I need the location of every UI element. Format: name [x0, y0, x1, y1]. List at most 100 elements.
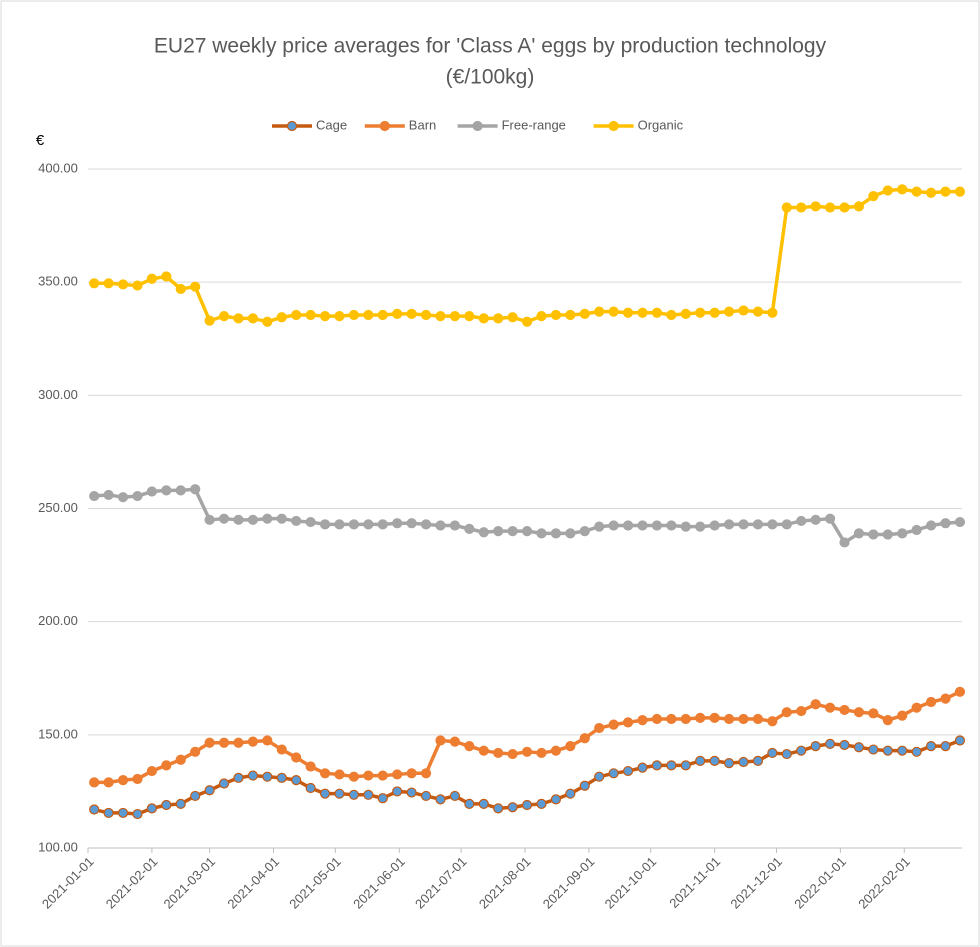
- data-point: [132, 280, 143, 291]
- legend-label: Barn: [409, 117, 436, 132]
- data-point: [175, 283, 186, 295]
- data-point: [925, 520, 937, 531]
- data-point: [579, 733, 590, 744]
- data-point: [550, 309, 562, 321]
- data-point: [406, 787, 417, 798]
- data-point: [348, 789, 360, 800]
- data-point: [233, 313, 244, 324]
- data-point: [204, 737, 215, 748]
- data-point: [103, 489, 114, 501]
- data-point: [146, 803, 158, 814]
- data-point: [507, 312, 518, 323]
- data-point: [334, 311, 345, 322]
- data-point: [464, 523, 475, 534]
- legend-marker: [608, 120, 619, 132]
- data-point: [377, 770, 388, 781]
- data-point: [190, 790, 201, 802]
- data-point: [550, 528, 562, 539]
- data-point: [680, 713, 691, 725]
- data-point: [536, 798, 547, 809]
- data-point: [651, 520, 663, 531]
- data-point: [291, 752, 302, 763]
- data-point: [132, 773, 143, 785]
- data-point: [954, 735, 966, 746]
- data-point: [666, 713, 677, 725]
- data-point: [218, 513, 230, 524]
- data-point: [493, 803, 504, 814]
- data-point: [262, 735, 273, 746]
- data-point: [305, 516, 316, 528]
- data-point: [738, 305, 749, 316]
- data-point: [608, 768, 619, 779]
- data-point: [464, 741, 475, 752]
- data-point: [810, 514, 821, 525]
- data-point: [247, 313, 259, 324]
- data-point: [435, 735, 446, 746]
- data-point: [449, 736, 461, 747]
- data-point: [752, 519, 764, 530]
- data-point: [810, 741, 821, 752]
- data-point: [435, 311, 446, 322]
- y-axis-label: €: [36, 132, 45, 149]
- data-point: [781, 519, 792, 530]
- data-point: [117, 807, 129, 819]
- data-point: [377, 793, 388, 804]
- data-point: [767, 519, 778, 530]
- data-point: [752, 306, 764, 317]
- data-point: [392, 518, 403, 529]
- data-point: [348, 519, 360, 530]
- data-point: [521, 316, 533, 327]
- data-point: [709, 755, 720, 766]
- data-point: [666, 309, 677, 321]
- data-point: [594, 521, 605, 532]
- data-point: [723, 713, 735, 725]
- data-point: [190, 746, 201, 757]
- data-point: [796, 705, 807, 717]
- data-point: [319, 519, 331, 530]
- data-point: [594, 306, 605, 317]
- data-point: [507, 802, 518, 813]
- data-point: [291, 515, 302, 527]
- data-point: [608, 306, 619, 317]
- data-point: [622, 765, 634, 777]
- data-point: [449, 520, 461, 531]
- y-tick-label: 200.00: [38, 613, 78, 628]
- data-point: [204, 785, 215, 796]
- data-point: [493, 313, 504, 324]
- data-point: [637, 520, 648, 531]
- data-point: [161, 799, 172, 811]
- data-point: [262, 771, 273, 782]
- data-point: [233, 737, 244, 748]
- data-point: [579, 526, 590, 537]
- data-point: [493, 526, 504, 537]
- data-point: [925, 741, 937, 752]
- data-point: [161, 760, 172, 771]
- data-point: [882, 715, 893, 726]
- data-point: [449, 311, 461, 322]
- data-point: [89, 804, 100, 815]
- data-point: [103, 777, 114, 788]
- data-point: [709, 520, 720, 531]
- legend-label: Organic: [638, 117, 684, 132]
- data-point: [363, 309, 374, 321]
- data-point: [305, 309, 316, 321]
- data-point: [117, 492, 129, 503]
- data-point: [276, 772, 287, 783]
- data-point: [521, 746, 533, 757]
- data-point: [651, 713, 663, 725]
- data-point: [594, 771, 605, 782]
- data-point: [911, 746, 922, 757]
- data-point: [132, 490, 143, 502]
- data-point: [767, 747, 778, 759]
- data-point: [940, 693, 951, 704]
- data-point: [622, 520, 634, 531]
- data-point: [319, 788, 331, 799]
- data-point: [781, 202, 792, 213]
- data-point: [824, 513, 836, 524]
- data-point: [478, 798, 489, 809]
- data-point: [565, 528, 576, 539]
- data-point: [565, 741, 576, 752]
- data-point: [723, 519, 735, 530]
